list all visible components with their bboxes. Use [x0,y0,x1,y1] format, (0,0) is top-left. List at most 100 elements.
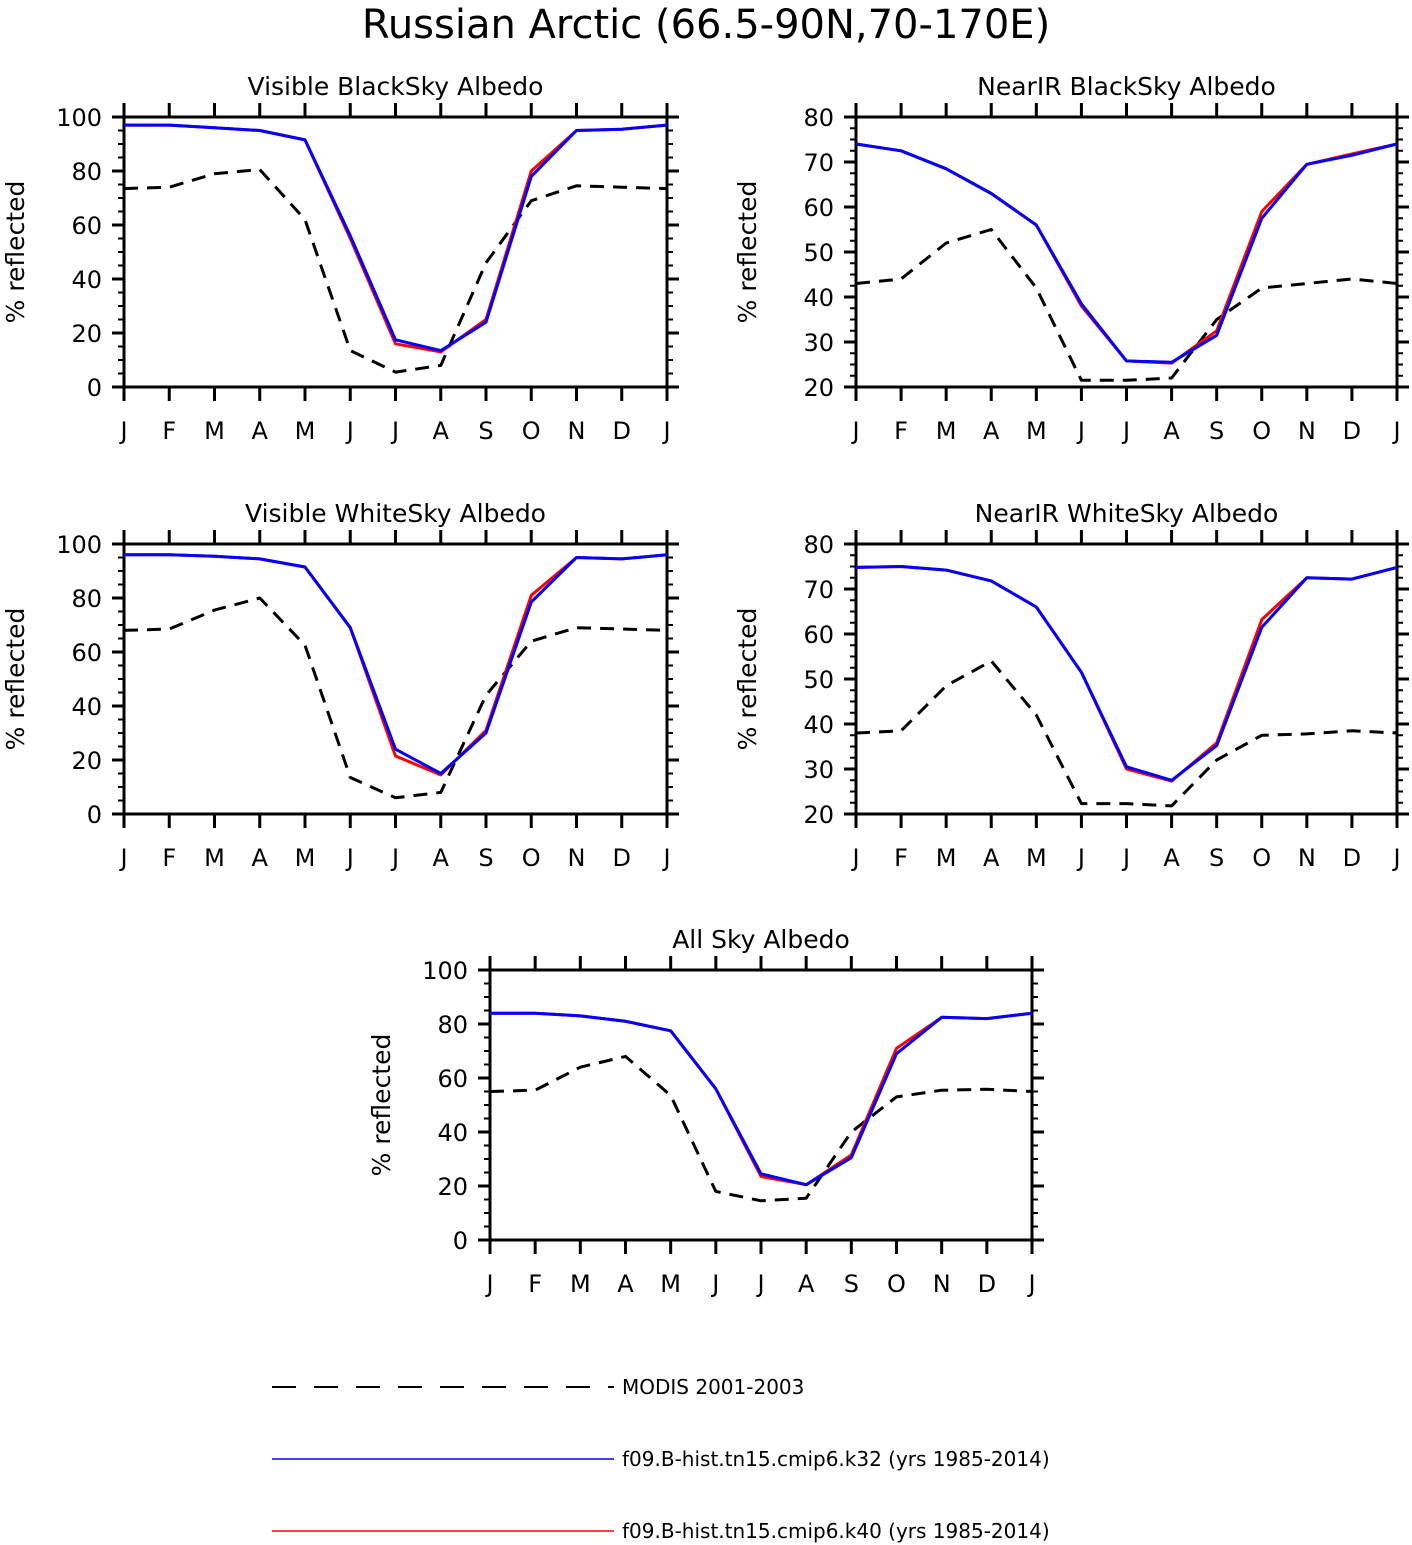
x-tick-label: D [613,844,631,872]
x-tick-label: S [844,1270,859,1298]
x-tick-label: J [1391,844,1400,872]
legend-label: f09.B-hist.tn15.cmip6.k32 (yrs 1985-2014… [622,1447,1050,1471]
legend-label: MODIS 2001-2003 [622,1375,804,1399]
x-tick-label: S [1209,417,1224,445]
x-tick-label: A [617,1270,634,1298]
x-tick-label: A [983,844,1000,872]
series-line-modis [489,1054,1033,1203]
x-tick-label: A [983,417,1000,445]
x-tick-label: O [887,1270,906,1298]
y-tick-label: 60 [71,212,102,240]
x-tick-label: J [1076,417,1085,445]
chart-panels: Visible BlackSky Albedo % reflected 0 20 40 6… [1,72,1409,1298]
x-tick-label: M [1026,417,1047,445]
y-tick-label: 30 [803,329,834,357]
y-tick-label: 20 [803,801,834,829]
y-tick-label: 20 [803,374,834,402]
series-line-k40 [855,142,1398,365]
series-line-modis [855,228,1398,382]
y-axis-label: % reflected [1,608,30,751]
x-tick-label: N [1298,417,1316,445]
x-tick-label: M [295,417,316,445]
y-axis-label: % reflected [367,1034,396,1177]
x-tick-label: D [978,1270,996,1298]
y-tick-label: 50 [803,666,834,694]
plot-frame [122,115,669,389]
plot-frame [854,542,1399,816]
y-tick-label: 70 [803,576,834,604]
x-tick-label: J [710,1270,719,1298]
x-tick-label: N [1298,844,1316,872]
x-tick-label: J [850,844,859,872]
x-tick-label: J [345,417,354,445]
y-tick-label: 0 [453,1227,468,1255]
x-tick-label: O [522,844,541,872]
x-tick-label: M [660,1270,681,1298]
x-tick-label: N [933,1270,951,1298]
y-tick-label: 40 [437,1119,468,1147]
y-tick-label: 80 [803,104,834,132]
series-line-k40 [490,1011,1033,1187]
y-tick-label: 80 [803,531,834,559]
series-line-k40 [124,123,668,354]
x-tick-label: J [1026,1270,1035,1298]
series-line-k32 [490,1011,1033,1187]
series-line-modis [123,596,668,800]
y-tick-label: 20 [71,747,102,775]
y-tick-label: 40 [71,693,102,721]
panel-title: NearIR BlackSky Albedo [977,72,1276,101]
x-tick-label: A [433,417,450,445]
x-tick-label: A [252,417,269,445]
y-tick-label: 0 [87,374,102,402]
x-tick-label: S [478,417,493,445]
y-tick-label: 50 [803,239,834,267]
y-tick-label: 20 [437,1173,468,1201]
x-tick-label: O [522,417,541,445]
y-axis-label: % reflected [1,181,30,324]
series-line-k40 [855,565,1398,783]
y-tick-label: 100 [56,531,102,559]
x-tick-label: O [1252,844,1271,872]
series-line-k32 [855,142,1398,364]
y-tick-label: 60 [803,621,834,649]
y-tick-label: 80 [71,158,102,186]
legend: MODIS 2001-2003 f09.B-hist.tn15.cmip6.k32… [272,1375,1050,1543]
x-tick-label: D [1343,417,1361,445]
x-tick-label: J [1121,417,1130,445]
x-tick-label: J [484,1270,493,1298]
y-tick-label: 40 [803,711,834,739]
x-tick-label: M [936,844,957,872]
y-tick-label: 40 [803,284,834,312]
y-tick-label: 70 [803,149,834,177]
x-tick-label: J [661,417,670,445]
y-tick-label: 30 [803,756,834,784]
x-tick-label: J [1391,417,1400,445]
x-tick-label: J [118,417,127,445]
y-tick-label: 40 [71,266,102,294]
series-line-k32 [124,553,668,775]
x-tick-label: A [798,1270,815,1298]
panel-title: All Sky Albedo [672,925,850,954]
x-tick-label: F [528,1270,542,1298]
series-line-k40 [124,553,668,777]
series-line-modis [855,659,1398,808]
x-tick-label: A [1163,417,1180,445]
x-tick-label: J [850,417,859,445]
plot-frame [854,115,1399,389]
x-tick-label: J [118,844,127,872]
x-tick-label: F [894,844,908,872]
x-tick-label: A [252,844,269,872]
x-tick-label: F [162,844,176,872]
x-tick-label: N [568,844,586,872]
x-tick-label: M [936,417,957,445]
x-tick-label: M [295,844,316,872]
x-tick-label: O [1252,417,1271,445]
series-line-k32 [124,123,668,353]
y-tick-label: 60 [803,194,834,222]
chart-panel: Visible BlackSky Albedo % reflected 0 20 40 6… [1,72,679,445]
y-axis-label: % reflected [733,181,762,324]
x-tick-label: S [478,844,493,872]
x-tick-label: N [568,417,586,445]
x-tick-label: D [1343,844,1361,872]
